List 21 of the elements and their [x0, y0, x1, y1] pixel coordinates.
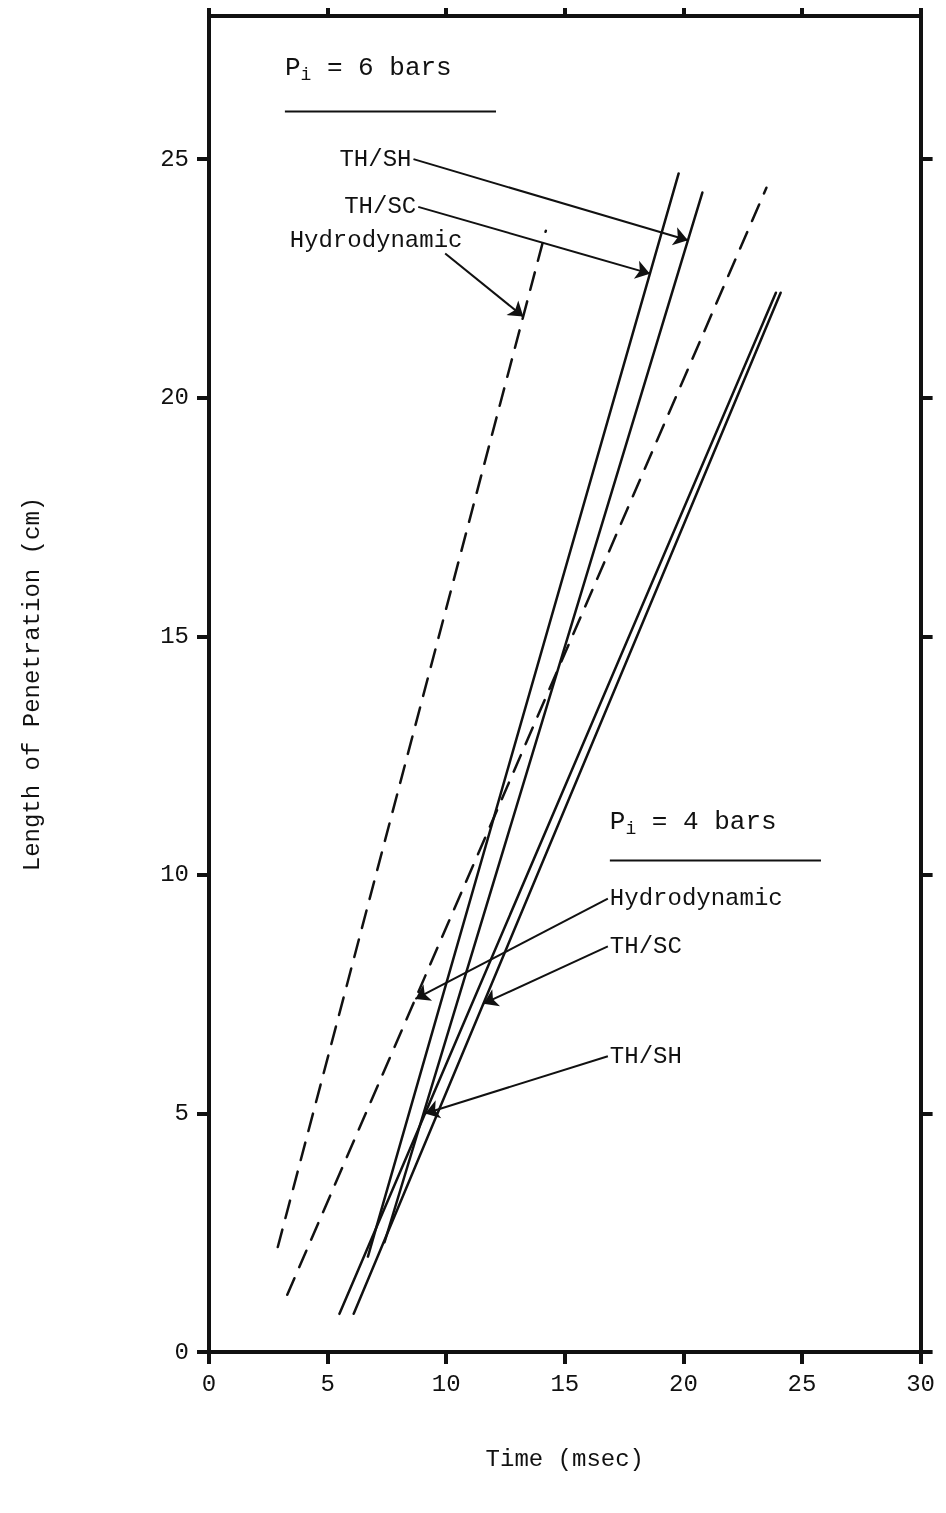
x-tick-label: 20 [668, 1370, 698, 1398]
y-tick-label: 25 [160, 145, 189, 173]
annotation: Hydrodynamic [609, 885, 783, 913]
x-tick-label: 25 [787, 1370, 817, 1398]
x-axis-title: Time (msec) [485, 1445, 645, 1473]
y-tick-label: 20 [160, 384, 189, 412]
x-tick-label: 5 [320, 1370, 335, 1398]
annotation: TH/SC [344, 193, 417, 221]
annotation: TH/SH [339, 145, 412, 173]
x-tick-label: 0 [201, 1370, 217, 1398]
x-tick-label: 30 [906, 1370, 935, 1398]
y-axis-title: Length of Penetration (cm) [18, 496, 46, 872]
x-tick-label: 15 [550, 1370, 580, 1398]
x-tick-label: 10 [431, 1370, 461, 1398]
annotation: TH/SC [609, 932, 682, 960]
annotation: Hydrodynamic [289, 226, 463, 254]
annotation: TH/SH [609, 1042, 682, 1070]
y-tick-label: 15 [160, 622, 189, 650]
y-tick-label: 0 [174, 1338, 189, 1366]
y-tick-label: 10 [160, 861, 189, 889]
y-tick-label: 5 [174, 1099, 189, 1127]
